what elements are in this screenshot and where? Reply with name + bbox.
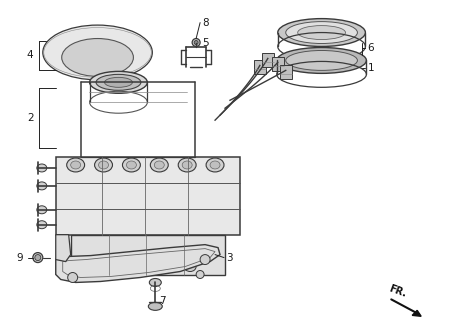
Ellipse shape [43, 25, 152, 80]
Bar [261, 53, 273, 68]
Bar [279, 65, 291, 79]
Ellipse shape [149, 278, 161, 286]
Text: 4: 4 [27, 51, 33, 60]
Ellipse shape [67, 158, 84, 172]
Text: 5: 5 [202, 37, 208, 47]
Polygon shape [411, 310, 420, 316]
Ellipse shape [285, 22, 357, 44]
Ellipse shape [210, 161, 220, 169]
Ellipse shape [37, 182, 46, 190]
Ellipse shape [277, 19, 364, 46]
Ellipse shape [285, 51, 357, 70]
Text: 8: 8 [202, 18, 208, 28]
Polygon shape [55, 244, 220, 283]
Text: 2: 2 [27, 113, 33, 123]
Ellipse shape [37, 164, 46, 172]
Ellipse shape [126, 161, 136, 169]
Ellipse shape [148, 302, 162, 310]
Ellipse shape [200, 255, 210, 265]
Ellipse shape [104, 77, 132, 87]
Ellipse shape [37, 206, 46, 214]
Text: FR.: FR. [387, 284, 407, 299]
Text: 7: 7 [159, 296, 165, 306]
Ellipse shape [89, 71, 147, 93]
Ellipse shape [196, 270, 204, 278]
Ellipse shape [122, 158, 140, 172]
Bar [271, 58, 283, 71]
Ellipse shape [33, 252, 43, 262]
Text: 6: 6 [367, 44, 373, 53]
Ellipse shape [194, 41, 198, 44]
Ellipse shape [35, 255, 41, 260]
Ellipse shape [37, 221, 46, 229]
Ellipse shape [79, 261, 92, 271]
Bar [70, 235, 225, 275]
Ellipse shape [96, 74, 141, 90]
Text: 1: 1 [367, 63, 373, 73]
Ellipse shape [150, 158, 168, 172]
Ellipse shape [114, 261, 126, 271]
Ellipse shape [70, 161, 80, 169]
Ellipse shape [94, 158, 112, 172]
Ellipse shape [178, 158, 196, 172]
Ellipse shape [276, 47, 366, 73]
Ellipse shape [154, 161, 164, 169]
Bar [253, 60, 265, 74]
Text: 9: 9 [16, 252, 23, 263]
Ellipse shape [206, 158, 224, 172]
Ellipse shape [192, 38, 200, 46]
Bar [55, 157, 239, 235]
Ellipse shape [182, 161, 192, 169]
Text: 3: 3 [226, 252, 232, 263]
Ellipse shape [68, 273, 78, 283]
Ellipse shape [98, 161, 108, 169]
Ellipse shape [184, 261, 196, 271]
Polygon shape [55, 235, 70, 261]
Ellipse shape [149, 261, 161, 271]
Ellipse shape [62, 38, 133, 76]
Ellipse shape [297, 26, 345, 40]
